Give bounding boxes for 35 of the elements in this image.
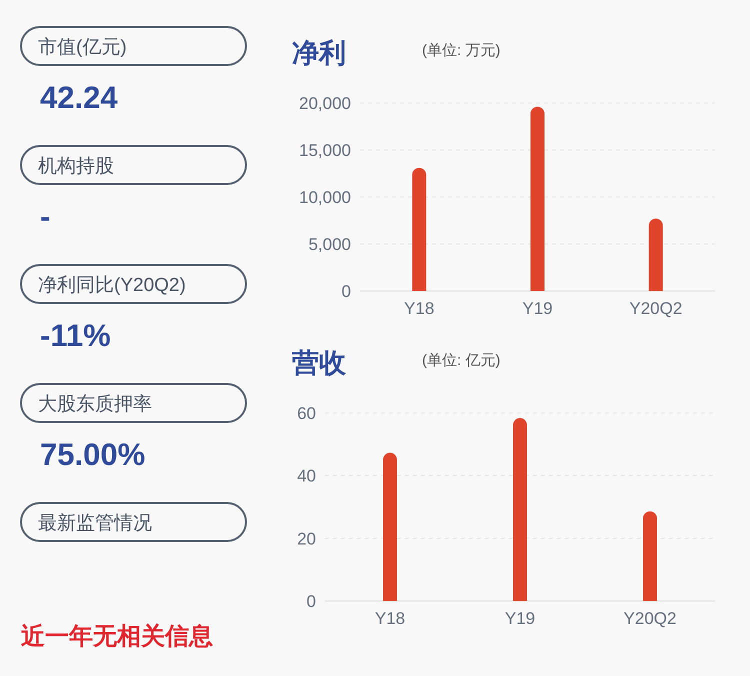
chart-subtitle: (单位: 万元)	[422, 42, 500, 59]
text: 大股东质押率	[38, 393, 152, 415]
y-tick-label: 20	[297, 529, 316, 548]
chart-subtitle: (单位: 亿元)	[422, 352, 500, 369]
text: 机构持股	[38, 156, 114, 177]
text: -	[40, 199, 50, 234]
y-tick-label: 5,000	[308, 235, 351, 254]
y-tick-label: 0	[306, 592, 316, 611]
text: 市值(亿元)	[38, 36, 127, 58]
y-tick-label: 40	[297, 466, 316, 486]
bar	[383, 452, 397, 601]
x-tick-label: Y18	[404, 299, 434, 318]
y-tick-label: 20,000	[299, 94, 351, 113]
text: 42.24	[40, 80, 118, 115]
text: -11%	[40, 318, 111, 353]
bar	[412, 168, 426, 291]
bar	[513, 418, 527, 601]
text: 净利同比(Y20Q2)	[38, 275, 186, 296]
y-tick-label: 10,000	[299, 188, 351, 207]
text: 近一年无相关信息	[21, 623, 213, 650]
y-tick-label: 0	[342, 282, 351, 301]
x-tick-label: Y20Q2	[629, 299, 682, 318]
y-tick-label: 15,000	[299, 141, 351, 160]
chart-title: 净利	[292, 38, 346, 68]
x-tick-label: Y18	[374, 609, 406, 628]
text: 75.00%	[40, 437, 146, 472]
text: 最新监管情况	[38, 512, 152, 534]
x-tick-label: Y19	[522, 299, 553, 318]
bar	[530, 106, 544, 291]
x-tick-label: Y20Q2	[624, 609, 676, 628]
bar	[648, 218, 663, 291]
x-tick-label: Y19	[504, 609, 536, 628]
bar	[643, 511, 657, 601]
chart-title: 营收	[291, 348, 347, 378]
y-tick-label: 60	[297, 404, 316, 423]
